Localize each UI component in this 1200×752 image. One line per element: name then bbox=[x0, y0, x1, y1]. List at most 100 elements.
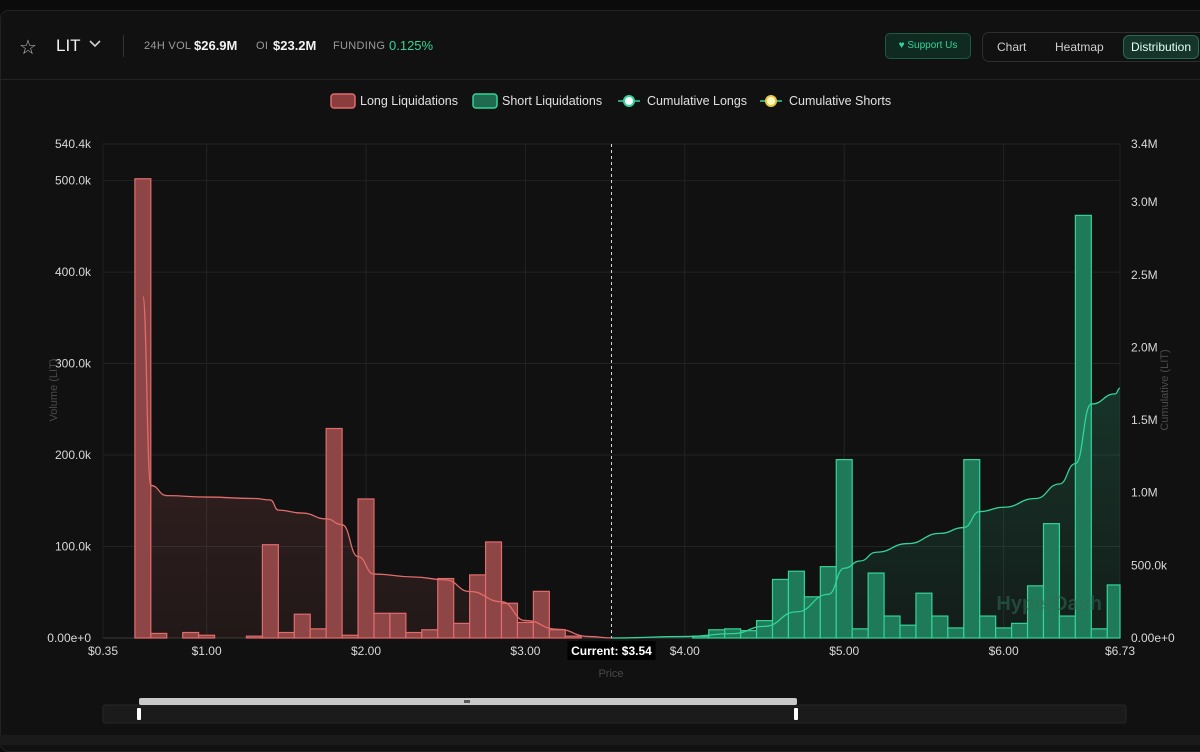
bottom-panel-edge bbox=[0, 735, 1200, 745]
short-liquidation-bar bbox=[771, 578, 790, 639]
legend-cum-shorts-marker[interactable] bbox=[765, 95, 777, 107]
long-liquidation-bar bbox=[453, 622, 471, 639]
cumulative-shorts-area bbox=[611, 388, 1120, 638]
short-liquidation-bar bbox=[819, 566, 837, 639]
long-liquidation-bar bbox=[405, 631, 423, 639]
x-axis-title: Price bbox=[598, 668, 623, 680]
short-liquidation-bar bbox=[979, 615, 997, 639]
long-liquidation-bar bbox=[500, 602, 519, 639]
y-left-tick-label: 100.0k bbox=[55, 540, 92, 554]
short-liquidation-bar bbox=[755, 620, 774, 639]
legend-cum-longs-label[interactable]: Cumulative Longs bbox=[647, 94, 747, 108]
y-axis-right-title: Cumulative (LIT) bbox=[1159, 349, 1171, 430]
long-liquidation-bar bbox=[341, 634, 359, 639]
long-liquidation-bar bbox=[261, 544, 279, 639]
heart-icon: ♥ bbox=[898, 40, 905, 51]
long-liquidation-bar bbox=[309, 628, 327, 639]
volume-value: $26.9M bbox=[194, 38, 238, 53]
long-liquidation-bar bbox=[516, 621, 534, 639]
oi-label: OI bbox=[256, 40, 269, 52]
range-slider-left-handle[interactable] bbox=[137, 708, 141, 720]
range-slider[interactable] bbox=[102, 698, 1127, 724]
current-price-box bbox=[567, 641, 656, 660]
short-liquidation-bar bbox=[915, 592, 933, 639]
short-liquidation-bar bbox=[787, 570, 805, 639]
legend-cum-shorts-label[interactable]: Cumulative Shorts bbox=[789, 94, 891, 108]
funding-value: 0.125% bbox=[389, 38, 434, 53]
cumulative-longs-fill bbox=[142, 296, 612, 638]
x-tick-label: $5.00 bbox=[829, 644, 859, 658]
support-us-label: Support Us bbox=[907, 40, 958, 51]
long-liquidation-bar bbox=[198, 634, 216, 639]
range-slider-grip-icon[interactable] bbox=[464, 700, 470, 703]
y-right-tick-label: 2.5M bbox=[1131, 268, 1158, 282]
short-liquidation-bar bbox=[851, 628, 869, 639]
x-tick-label: $6.73 bbox=[1105, 644, 1135, 658]
legend-short-swatch[interactable] bbox=[472, 93, 498, 109]
long-liquidation-bar bbox=[532, 590, 550, 639]
cumulative-longs-area bbox=[142, 296, 612, 638]
legend-long-swatch[interactable] bbox=[330, 93, 356, 109]
long-liquidation-bar bbox=[150, 632, 168, 639]
short-liquidation-bar bbox=[1058, 615, 1076, 639]
legend-short-label[interactable]: Short Liquidations bbox=[502, 94, 602, 108]
y-right-tick-label: 1.5M bbox=[1131, 413, 1158, 427]
short-liquidation-bar bbox=[899, 624, 917, 639]
y-right-tick-label: 2.0M bbox=[1131, 340, 1158, 354]
short-liquidation-bar bbox=[883, 615, 901, 639]
y-right-tick-label: 0.00e+0 bbox=[1131, 631, 1175, 645]
short-liquidation-bar bbox=[835, 459, 853, 639]
legend-long-label[interactable]: Long Liquidations bbox=[360, 94, 458, 108]
chevron-down-icon[interactable] bbox=[89, 39, 101, 49]
x-tick-label: $2.00 bbox=[351, 644, 381, 658]
x-tick-label: $0.35 bbox=[88, 644, 118, 658]
short-liquidation-bar bbox=[947, 627, 965, 639]
long-liquidation-bar bbox=[389, 612, 407, 639]
cumulative-longs-line bbox=[142, 295, 612, 639]
long-liquidation-bar bbox=[548, 629, 566, 639]
oi-value: $23.2M bbox=[273, 38, 317, 53]
short-liquidation-bar bbox=[1090, 628, 1108, 639]
legend: Long Liquidations Short Liquidations Cum… bbox=[330, 93, 891, 109]
current-price-label: Current: $3.54 bbox=[571, 644, 652, 658]
short-liquidation-bar bbox=[1106, 584, 1121, 639]
funding-label: FUNDING bbox=[333, 40, 386, 52]
legend-cum-longs-marker[interactable] bbox=[623, 95, 635, 107]
x-tick-label: $4.00 bbox=[670, 644, 700, 658]
long-liquidation-bar bbox=[437, 577, 455, 639]
y-right-tick-label: 3.0M bbox=[1131, 195, 1158, 209]
long-liquidation-bar bbox=[373, 612, 391, 639]
bars bbox=[134, 178, 1121, 639]
volume-label: 24H VOL bbox=[144, 40, 192, 52]
range-slider-right-handle[interactable] bbox=[794, 708, 798, 720]
cumulative-lines bbox=[142, 295, 1121, 639]
current-price-marker: Current: $3.54 bbox=[567, 144, 656, 660]
long-liquidation-bar bbox=[357, 498, 375, 639]
range-slider-track[interactable] bbox=[102, 704, 1127, 724]
y-axis-left: 0.00e+0 100.0k 200.0k 300.0k 400.0k 500.0k 540… bbox=[47, 137, 92, 645]
y-left-tick-label: 400.0k bbox=[55, 265, 92, 279]
long-liquidation-bar bbox=[564, 635, 582, 639]
divider bbox=[123, 35, 124, 57]
header-bar: ☆ LIT 24H VOL $26.9M OI $23.2M FUNDING 0… bbox=[1, 11, 1200, 80]
tab-chart[interactable]: Chart bbox=[997, 40, 1027, 54]
short-liquidation-bar bbox=[963, 459, 981, 639]
x-tick-label: $6.00 bbox=[989, 644, 1019, 658]
support-us-button[interactable]: ♥ Support Us bbox=[885, 33, 971, 59]
x-tick-label: $3.00 bbox=[510, 644, 540, 658]
long-liquidation-bar bbox=[469, 574, 487, 639]
symbol-selector[interactable]: LIT bbox=[56, 36, 81, 55]
watermark: HyperDash bbox=[996, 593, 1102, 615]
long-liquidation-bar bbox=[134, 178, 152, 639]
favorite-star-icon[interactable]: ☆ bbox=[19, 37, 37, 59]
y-left-tick-label: 0.00e+0 bbox=[47, 631, 91, 645]
tab-heatmap[interactable]: Heatmap bbox=[1055, 40, 1104, 54]
y-right-tick-label: 1.0M bbox=[1131, 486, 1158, 500]
long-liquidation-bar bbox=[182, 631, 200, 639]
tab-distribution[interactable]: Distribution bbox=[1123, 35, 1200, 59]
long-liquidation-bar bbox=[484, 541, 503, 639]
long-liquidation-bar bbox=[245, 635, 264, 639]
short-liquidation-bar bbox=[1011, 622, 1029, 639]
y-axis-right: 0.00e+0 500.0k 1.0M 1.5M 2.0M 2.5M 3.0M 3.4M bbox=[1131, 137, 1175, 645]
